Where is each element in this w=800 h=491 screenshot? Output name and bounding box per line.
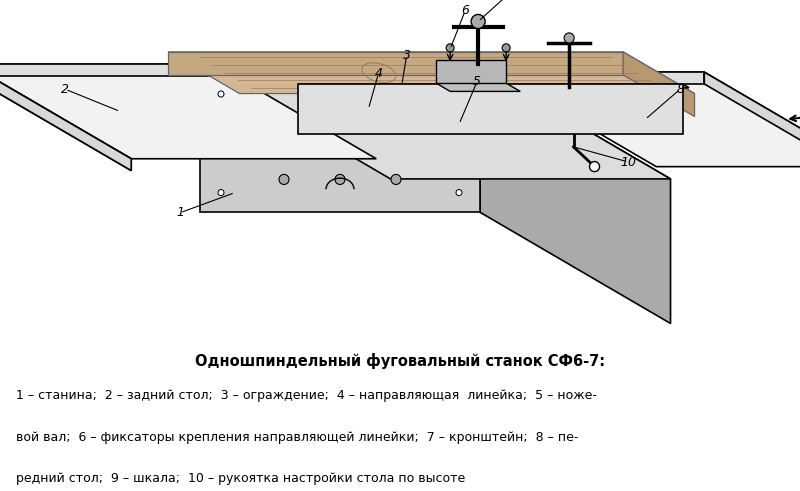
- Text: 6: 6: [461, 4, 469, 17]
- Text: 10: 10: [621, 156, 637, 168]
- Polygon shape: [436, 83, 520, 91]
- Polygon shape: [200, 68, 670, 179]
- Text: редний стол;  9 – шкала;  10 – рукоятка настройки стола по высоте: редний стол; 9 – шкала; 10 – рукоятка на…: [16, 472, 466, 485]
- Polygon shape: [0, 64, 131, 170]
- Circle shape: [456, 190, 462, 195]
- Circle shape: [502, 44, 510, 52]
- Text: 3: 3: [402, 49, 410, 61]
- Polygon shape: [298, 84, 689, 88]
- Polygon shape: [168, 52, 694, 94]
- Text: 8: 8: [676, 82, 684, 96]
- Polygon shape: [200, 68, 480, 212]
- Circle shape: [218, 190, 224, 195]
- Text: 2: 2: [62, 83, 70, 96]
- Text: 1 – станина;  2 – задний стол;  3 – ограждение;  4 – направляющая  линейка;  5 –: 1 – станина; 2 – задний стол; 3 – огражд…: [16, 389, 597, 402]
- Polygon shape: [704, 72, 800, 178]
- Text: 1: 1: [176, 206, 184, 219]
- Circle shape: [335, 174, 345, 185]
- Circle shape: [471, 14, 485, 28]
- Polygon shape: [0, 64, 214, 76]
- Polygon shape: [0, 64, 376, 159]
- Circle shape: [456, 91, 462, 97]
- Circle shape: [391, 174, 401, 185]
- Text: 5: 5: [473, 75, 481, 88]
- Polygon shape: [494, 72, 800, 166]
- Polygon shape: [0, 64, 131, 170]
- Circle shape: [590, 162, 599, 172]
- Text: 4: 4: [374, 67, 382, 80]
- Polygon shape: [494, 72, 704, 84]
- Circle shape: [564, 33, 574, 43]
- Polygon shape: [385, 73, 466, 114]
- Text: Одношпиндельный фуговальный станок СФ6-7:: Одношпиндельный фуговальный станок СФ6-7…: [195, 353, 605, 369]
- Circle shape: [218, 91, 224, 97]
- Circle shape: [279, 174, 289, 185]
- Polygon shape: [436, 60, 506, 83]
- Polygon shape: [623, 52, 694, 116]
- Polygon shape: [168, 52, 623, 75]
- Text: вой вал;  6 – фиксаторы крепления направляющей линейки;  7 – кронштейн;  8 – пе-: вой вал; 6 – фиксаторы крепления направл…: [16, 431, 578, 444]
- Polygon shape: [298, 84, 683, 134]
- Text: 7: 7: [502, 0, 510, 3]
- Circle shape: [446, 44, 454, 52]
- Polygon shape: [480, 68, 670, 324]
